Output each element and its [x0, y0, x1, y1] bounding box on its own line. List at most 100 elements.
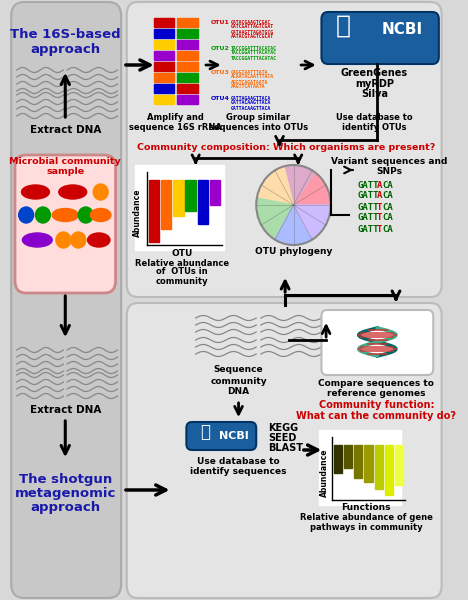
Wedge shape [293, 205, 331, 239]
Circle shape [93, 184, 108, 200]
Text: ACAATACAATTTATA: ACAATACAATTTATA [231, 74, 274, 79]
Bar [197, 180, 208, 224]
Text: GATTAGAAGTTACA: GATTAGAAGTTACA [231, 95, 271, 100]
FancyBboxPatch shape [15, 155, 116, 293]
Text: GATAAGTTAGATGCG: GATAAGTTAGATGCG [231, 29, 274, 34]
Text: Use database to: Use database to [336, 113, 413, 122]
Wedge shape [275, 205, 312, 245]
Circle shape [78, 207, 93, 223]
Text: CA: CA [382, 181, 393, 190]
Bar [334, 445, 342, 473]
Text: of  OTUs in: of OTUs in [156, 268, 207, 277]
Text: approach: approach [30, 43, 100, 56]
Text: Extract DNA: Extract DNA [29, 405, 101, 415]
Text: GATT: GATT [358, 181, 379, 190]
Ellipse shape [88, 233, 110, 247]
FancyBboxPatch shape [127, 303, 442, 598]
Text: Compare sequences to: Compare sequences to [319, 379, 434, 388]
Ellipse shape [22, 185, 50, 199]
Text: Relative abundance: Relative abundance [135, 259, 229, 268]
Bar [344, 445, 352, 468]
Circle shape [71, 232, 86, 248]
Text: sequences into OTUs: sequences into OTUs [209, 124, 307, 133]
FancyBboxPatch shape [322, 310, 433, 375]
Text: T: T [376, 224, 382, 233]
Text: OTU2: OTU2 [210, 46, 229, 50]
Bar [364, 445, 373, 482]
Text: GATT: GATT [358, 214, 379, 223]
Text: GATTACAAGTTACA: GATTACAAGTTACA [231, 100, 271, 106]
Text: Silva: Silva [361, 89, 388, 99]
Bar [395, 445, 403, 485]
Text: OTU phylogeny: OTU phylogeny [255, 247, 332, 257]
Text: sample: sample [46, 167, 84, 176]
Text: GATT: GATT [358, 202, 379, 211]
Text: AATACGTAGTCGCAT: AATACGTAGTCGCAT [231, 34, 274, 40]
Text: Variant sequences and: Variant sequences and [331, 157, 448, 166]
Text: sequence 16S rRNA: sequence 16S rRNA [129, 124, 222, 133]
Text: Ⓢ: Ⓢ [336, 14, 351, 38]
Text: Abundance: Abundance [133, 189, 142, 237]
Text: A: A [376, 181, 382, 190]
Bar [354, 445, 362, 478]
Text: OTU3: OTU3 [210, 70, 229, 74]
Text: SEED: SEED [268, 433, 297, 443]
Text: OTU4: OTU4 [210, 95, 229, 100]
Text: CA: CA [382, 224, 393, 233]
Bar [154, 29, 174, 38]
Text: Amplify and: Amplify and [147, 113, 204, 122]
Bar [177, 40, 197, 49]
Bar [185, 180, 196, 211]
Text: reference genomes: reference genomes [327, 389, 426, 397]
Text: NCBI: NCBI [382, 22, 423, 37]
Text: GATT: GATT [358, 224, 379, 233]
Text: Functions: Functions [342, 503, 391, 512]
Bar [177, 95, 197, 104]
Bar [177, 62, 197, 71]
FancyBboxPatch shape [11, 2, 121, 598]
Text: approach: approach [30, 502, 100, 514]
Text: TACCGGATTTACATAC: TACCGGATTTACATAC [231, 50, 277, 55]
Wedge shape [256, 198, 293, 239]
Text: AAGTTCATAATA: AAGTTCATAATA [231, 85, 265, 89]
Bar [173, 180, 183, 216]
Bar [385, 445, 393, 494]
Text: GATACGAAGTCGAC: GATACGAAGTCGAC [231, 19, 271, 25]
Text: BLAST: BLAST [268, 443, 303, 453]
Text: NCBI: NCBI [219, 431, 249, 441]
Wedge shape [293, 172, 331, 205]
Text: DNA: DNA [227, 388, 249, 397]
Bar [177, 29, 197, 38]
Text: Group similar: Group similar [226, 113, 290, 122]
Text: pathways in community: pathways in community [310, 523, 423, 532]
Text: CA: CA [382, 214, 393, 223]
Bar [135, 165, 224, 250]
FancyBboxPatch shape [186, 422, 256, 450]
Circle shape [19, 207, 34, 223]
Text: T: T [376, 202, 382, 211]
Text: Use database to: Use database to [197, 457, 280, 467]
Bar [154, 51, 174, 60]
Text: Abundance: Abundance [320, 449, 329, 497]
Text: A: A [376, 191, 382, 200]
Text: T: T [376, 214, 382, 223]
Bar [161, 180, 171, 229]
Text: GATTACAAGTTACA: GATTACAAGTTACA [231, 106, 271, 110]
Bar [154, 62, 174, 71]
Bar [177, 73, 197, 82]
Text: GATCGATTAGTCGAT: GATCGATTAGTCGAT [231, 25, 274, 29]
Ellipse shape [90, 208, 111, 221]
Text: Extract DNA: Extract DNA [29, 125, 101, 135]
Bar [177, 84, 197, 93]
Text: CA: CA [382, 202, 393, 211]
Bar [154, 95, 174, 104]
Text: identify sequences: identify sequences [190, 467, 287, 476]
Text: OTU: OTU [171, 248, 192, 257]
Text: What can the community do?: What can the community do? [296, 411, 456, 421]
Text: OTU1: OTU1 [210, 19, 229, 25]
Text: The 16S-based: The 16S-based [10, 28, 121, 41]
Text: community: community [210, 377, 267, 385]
Bar [177, 51, 197, 60]
Bar [177, 18, 197, 27]
FancyBboxPatch shape [127, 2, 442, 297]
